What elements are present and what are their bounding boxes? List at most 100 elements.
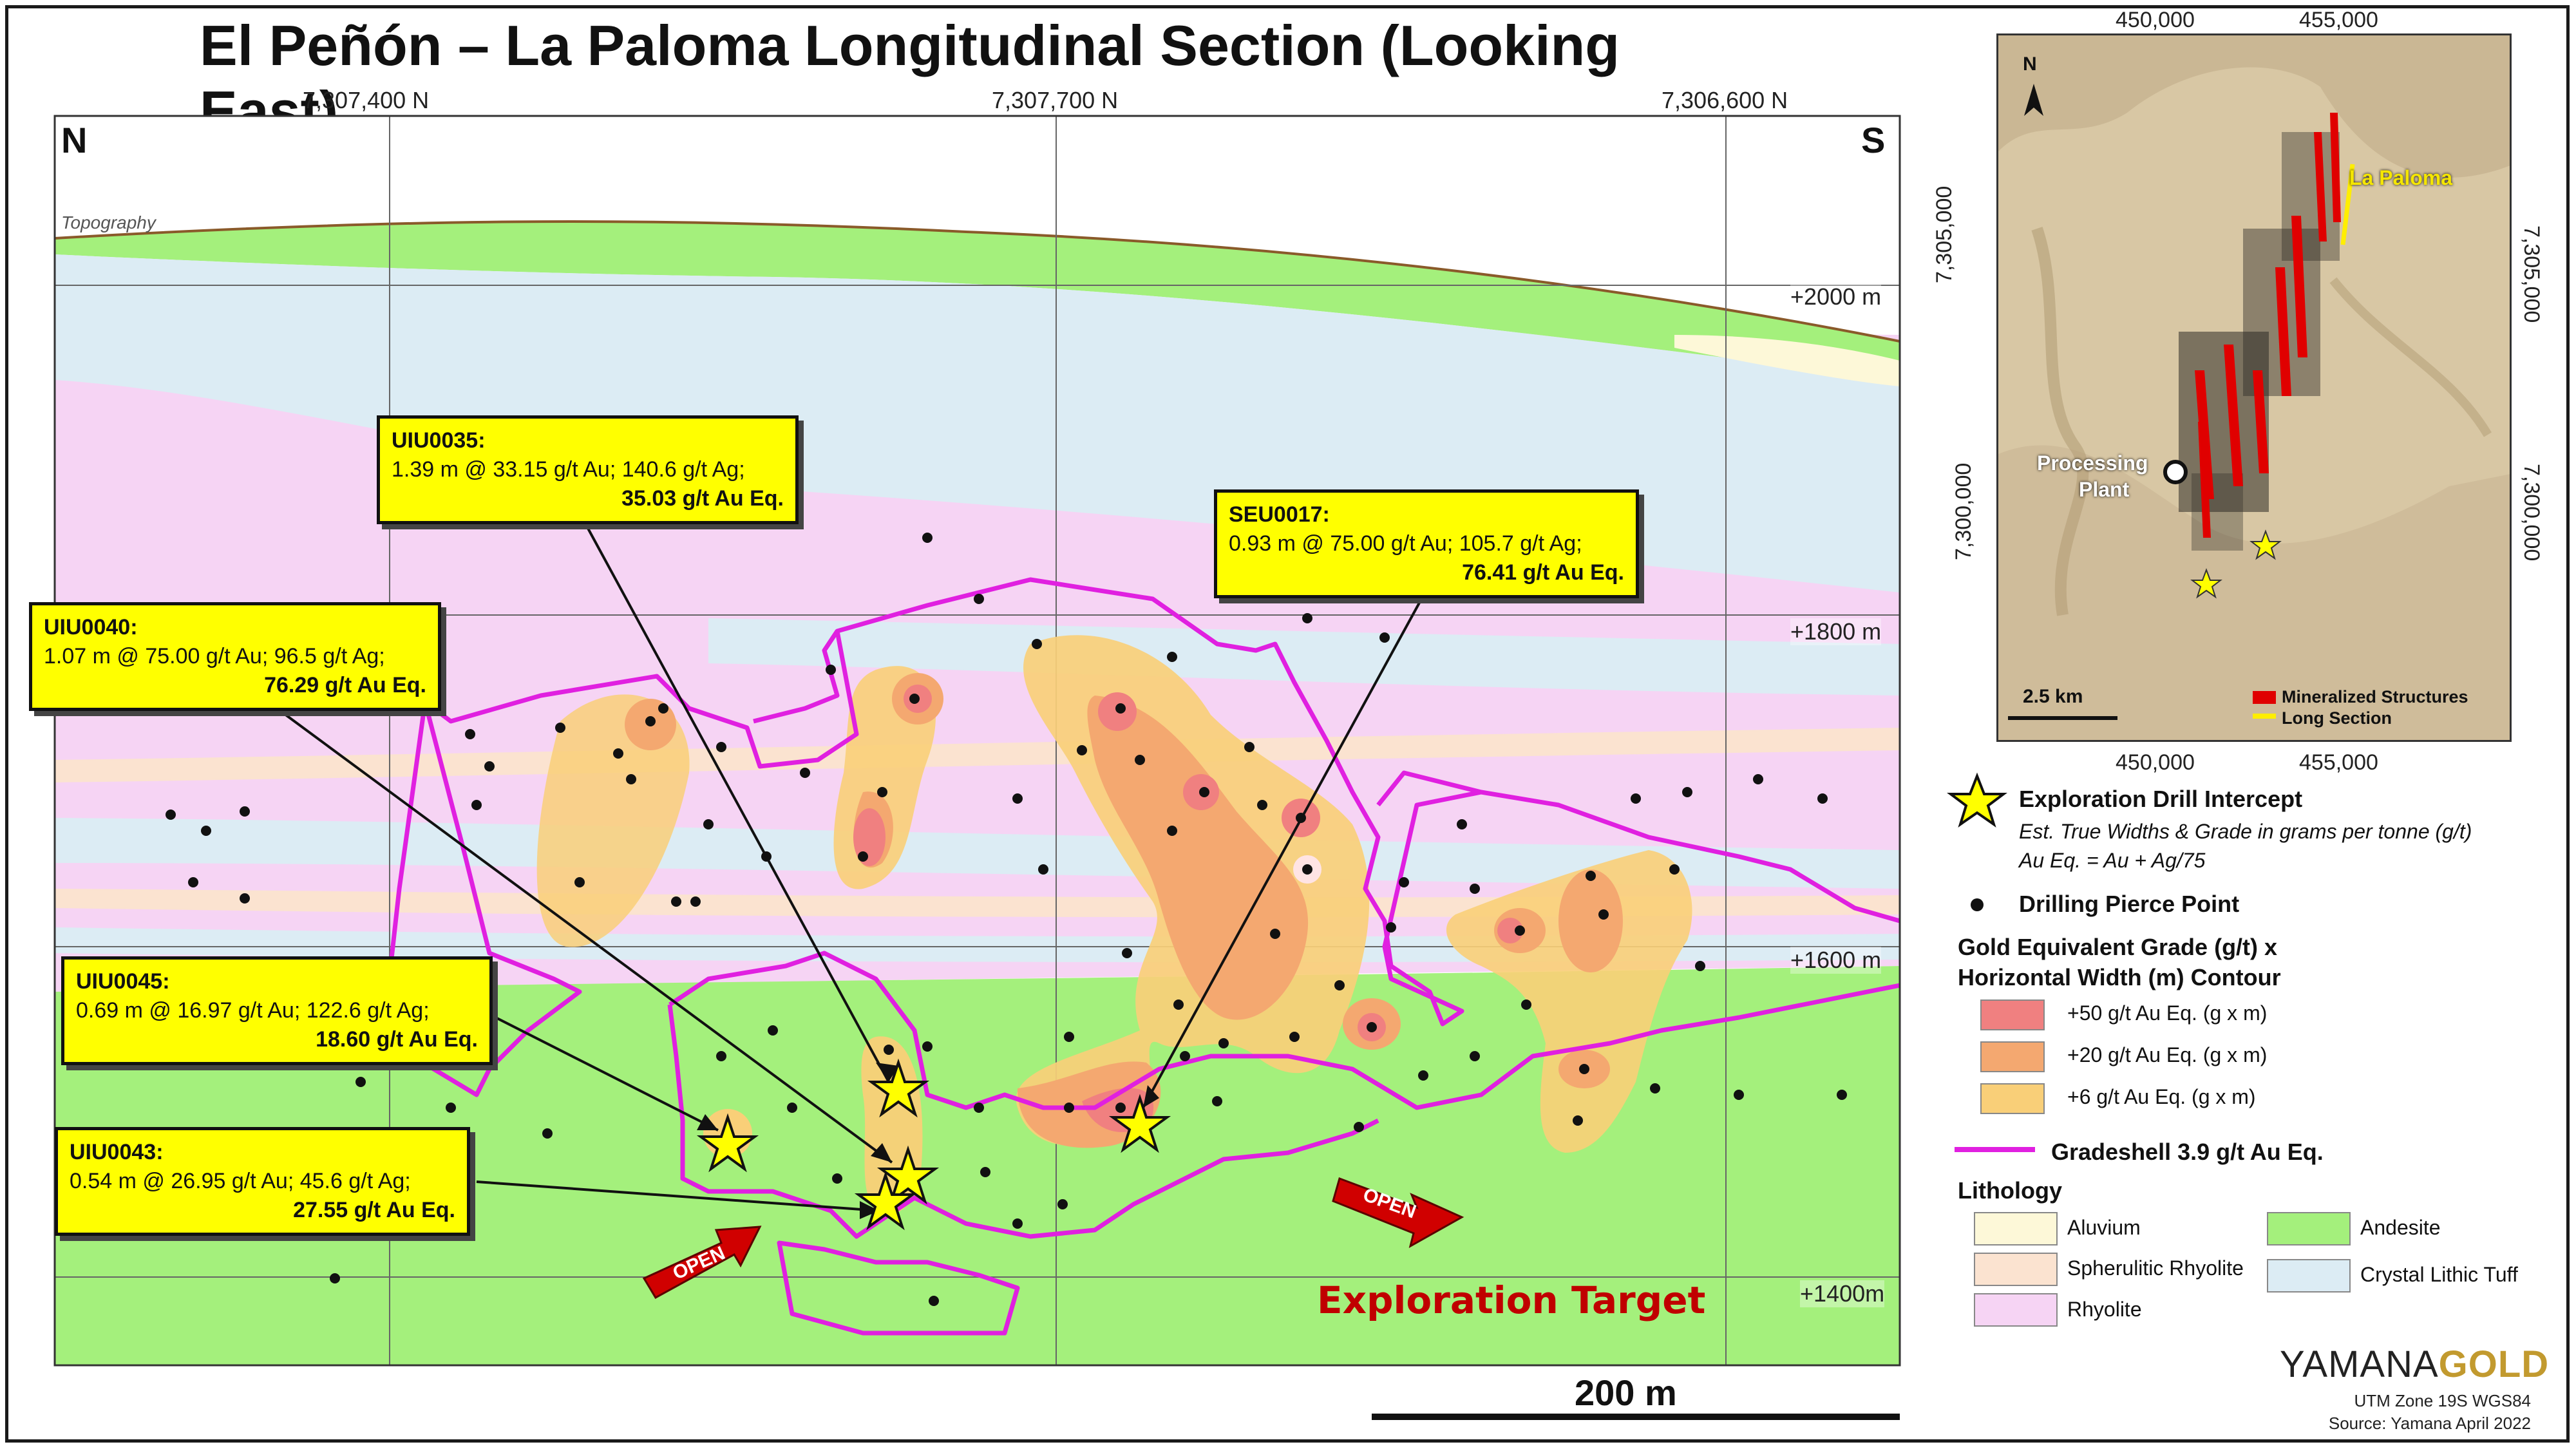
inset-legend-long-section: Long Section <box>2282 708 2392 728</box>
callout-intercept: 0.93 m @ 75.00 g/t Au; 105.7 g/t Ag; <box>1229 531 1582 556</box>
callout-intercept: 1.39 m @ 33.15 g/t Au; 140.6 g/t Ag; <box>392 457 745 482</box>
elevation-1400: +1400m <box>1800 1280 1885 1307</box>
inset-easting-top-1: 450,000 <box>2116 8 2195 32</box>
legend-andesite-label: Andesite <box>2360 1216 2441 1239</box>
scale-label: 200 m <box>1575 1372 1677 1413</box>
northing-label-2: 7,307,700 N <box>992 87 1119 113</box>
andesite-cap <box>55 221 1900 380</box>
inset-legend-mineralized: Mineralized Structures <box>2282 687 2468 706</box>
inset-long-section-line <box>2340 164 2355 245</box>
andesite-unit <box>55 966 1900 1365</box>
inset-star-1 <box>2249 529 2282 560</box>
leader-arrowheads <box>697 1063 1159 1219</box>
spherulitic-band-1 <box>55 728 1900 782</box>
legend-spherulitic-label: Spherulitic Rhyolite <box>2067 1256 2244 1280</box>
legend-star-title: Exploration Drill Intercept <box>2019 786 2303 812</box>
callout-hole-id: UIU0035: <box>392 428 486 453</box>
inset-processing-label: Processing <box>2037 451 2148 475</box>
processing-plant-marker <box>2163 460 2188 484</box>
callout-au-eq: 18.60 g/t Au Eq. <box>316 1027 478 1052</box>
northing-label-3: 7,306,600 N <box>1662 87 1788 113</box>
yamana-gold-logo: YAMANAGOLD <box>2280 1343 2549 1386</box>
figure-frame <box>5 5 2570 1443</box>
legend-star-icon <box>1947 772 2007 828</box>
callout-intercept: 0.54 m @ 26.95 g/t Au; 45.6 g/t Ag; <box>70 1168 411 1193</box>
callout-uiu0043: UIU0043: 0.54 m @ 26.95 g/t Au; 45.6 g/t… <box>55 1127 470 1236</box>
inset-scale-label: 2.5 km <box>2023 686 2083 707</box>
callout-hole-id: SEU0017: <box>1229 502 1330 527</box>
legend-rhyolite-label: Rhyolite <box>2067 1298 2142 1321</box>
legend-star-note-2: Au Eq. = Au + Ag/75 <box>2019 849 2206 872</box>
open-arrows <box>642 1177 1464 1300</box>
callout-hole-id: UIU0045: <box>76 969 170 994</box>
utm-note: UTM Zone 19S WGS84 <box>2354 1391 2531 1410</box>
elevation-1800: +1800 m <box>1790 618 1882 645</box>
tuff-band-2 <box>55 818 1900 889</box>
inset-northing-right-1: 7,305,000 <box>2519 225 2544 323</box>
inset-northing-left-1: 7,305,000 <box>1932 185 1956 283</box>
northing-label-1: 7,307,400 N <box>303 87 430 113</box>
legend-andesite-swatch <box>2267 1212 2351 1245</box>
inset-north-label: N <box>2023 53 2037 75</box>
contour-20-f2 <box>1558 869 1623 972</box>
legend-aluvium-swatch <box>1974 1212 2058 1245</box>
inset-star-2 <box>2190 568 2222 599</box>
legend-contour-20-label: +20 g/t Au Eq. (g x m) <box>2067 1043 2268 1066</box>
legend-swatch-20 <box>1980 1041 2045 1072</box>
inset-easting-top-2: 455,000 <box>2299 8 2378 32</box>
inset-legend-red-swatch <box>2253 691 2276 704</box>
aluvium-unit <box>1674 335 1900 386</box>
exploration-stars <box>696 1058 1171 1231</box>
elevation-1600: +1600 m <box>1790 947 1882 974</box>
callout-uiu0045: UIU0045: 0.69 m @ 16.97 g/t Au; 122.6 g/… <box>61 956 493 1065</box>
callout-au-eq: 76.41 g/t Au Eq. <box>1462 560 1624 585</box>
inset-map-drawing <box>1998 35 2510 740</box>
gradeshell-outlines <box>384 577 1900 1336</box>
tuff-band-1 <box>708 618 1900 696</box>
legend-contour-title-1: Gold Equivalent Grade (g/t) x <box>1958 934 2278 960</box>
legend-pierce-point-icon <box>1971 898 1984 911</box>
legend-star-note-1: Est. True Widths & Grade in grams per to… <box>2019 820 2472 843</box>
callout-au-eq: 76.29 g/t Au Eq. <box>264 672 426 697</box>
legend-spherulitic-swatch <box>1974 1253 2058 1286</box>
legend-tuff-swatch <box>2267 1259 2351 1293</box>
legend-swatch-50 <box>1980 999 2045 1030</box>
callout-uiu0035: UIU0035: 1.39 m @ 33.15 g/t Au; 140.6 g/… <box>377 415 799 524</box>
inset-la-paloma-label: La Paloma <box>2349 166 2453 189</box>
legend-lithology-title: Lithology <box>1958 1177 2062 1204</box>
drill-pierce-points <box>166 533 1847 1306</box>
contour-20-c <box>1087 696 1309 1020</box>
source-note: Source: Yamana April 2022 <box>2328 1414 2531 1433</box>
legend-contour-6-label: +6 g/t Au Eq. (g x m) <box>2067 1085 2256 1108</box>
inset-plant-label: Plant <box>2079 478 2130 501</box>
legend-gradeshell-label: Gradeshell 3.9 g/t Au Eq. <box>2051 1139 2324 1165</box>
callout-au-eq: 27.55 g/t Au Eq. <box>293 1197 455 1222</box>
legend-symbols <box>1947 772 2007 911</box>
section-border <box>53 115 1901 1367</box>
callout-intercept: 0.69 m @ 16.97 g/t Au; 122.6 g/t Ag; <box>76 998 430 1023</box>
tuff-band-3 <box>55 927 1900 963</box>
callout-hole-id: UIU0040: <box>44 615 138 639</box>
topography-line <box>55 220 1900 343</box>
topography-label: Topography <box>61 213 156 232</box>
callout-uiu0040: UIU0040: 1.07 m @ 75.00 g/t Au; 96.5 g/t… <box>29 602 441 711</box>
leader-lines <box>276 524 1425 1212</box>
inset-easting-bottom-2: 455,000 <box>2299 750 2378 775</box>
contour-50-f1 <box>1497 918 1523 943</box>
exploration-target-label: Exploration Target <box>1317 1278 1706 1322</box>
inset-north-arrow <box>2024 84 2043 116</box>
inset-legend-yellow-swatch <box>2253 714 2276 719</box>
elevation-2000: +2000 m <box>1790 283 1882 310</box>
spherulitic-band-2 <box>55 889 1900 918</box>
inset-northing-left-2: 7,300,000 <box>1951 462 1976 560</box>
callout-seu0017: SEU0017: 0.93 m @ 75.00 g/t Au; 105.7 g/… <box>1214 489 1639 598</box>
legend-aluvium-label: Aluvium <box>2067 1216 2141 1239</box>
legend-swatch-6 <box>1980 1083 2045 1114</box>
callout-intercept: 1.07 m @ 75.00 g/t Au; 96.5 g/t Ag; <box>44 643 385 668</box>
north-indicator: N <box>61 120 88 160</box>
callout-au-eq: 35.03 g/t Au Eq. <box>621 486 784 511</box>
location-inset-map: N La Paloma Processing Plant 2.5 km Mine… <box>1996 33 2512 742</box>
callout-hole-id: UIU0043: <box>70 1140 164 1164</box>
south-indicator: S <box>1861 120 1886 160</box>
logo-gold: GOLD <box>2438 1343 2550 1385</box>
